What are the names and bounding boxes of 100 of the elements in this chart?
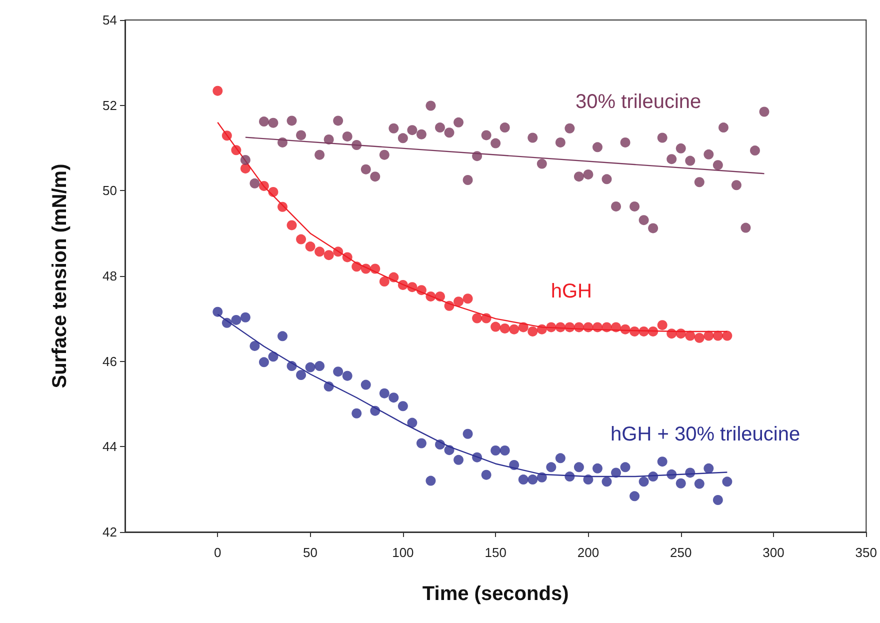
point: [268, 352, 278, 362]
point: [370, 264, 380, 274]
point: [666, 469, 677, 480]
point: [379, 388, 390, 398]
point: [648, 326, 658, 336]
point: [555, 137, 566, 148]
point: [676, 328, 686, 339]
point: [490, 322, 501, 332]
point: [426, 100, 436, 111]
series-label: 30% trileucine: [576, 90, 702, 113]
point: [268, 186, 278, 197]
point: [454, 117, 464, 128]
point: [240, 154, 250, 165]
point: [592, 142, 602, 152]
point: [528, 474, 538, 485]
point: [718, 122, 728, 133]
point: [630, 491, 640, 502]
point: [528, 326, 538, 336]
point: [731, 180, 742, 190]
point: [462, 175, 473, 185]
point: [490, 446, 501, 456]
point: [620, 137, 630, 148]
point: [583, 322, 594, 332]
point: [583, 169, 594, 180]
point: [314, 150, 325, 160]
point: [462, 428, 473, 439]
point: [444, 300, 454, 311]
point: [574, 172, 584, 182]
point: [305, 242, 316, 252]
point: [518, 474, 528, 485]
point: [546, 462, 556, 472]
point: [454, 454, 464, 465]
point: [574, 462, 584, 472]
point: [509, 324, 520, 334]
point: [676, 478, 686, 488]
point: [352, 262, 362, 272]
point: [536, 472, 547, 482]
point: [602, 476, 612, 487]
point: [490, 138, 501, 148]
x-tick-label: 100: [392, 545, 414, 560]
point: [602, 322, 612, 332]
point: [435, 122, 445, 133]
point: [342, 370, 352, 381]
point: [620, 462, 630, 472]
point: [630, 201, 640, 212]
y-tick-label: 54: [102, 12, 117, 28]
point: [528, 132, 538, 143]
point: [722, 330, 732, 341]
point: [360, 380, 371, 390]
point: [694, 177, 704, 188]
point: [536, 324, 547, 334]
point: [352, 140, 362, 150]
point: [278, 331, 288, 342]
point: [250, 178, 260, 188]
point: [676, 143, 686, 154]
point: [500, 446, 510, 456]
point: [712, 160, 723, 170]
point: [704, 330, 714, 341]
point: [638, 215, 649, 226]
point: [286, 116, 297, 126]
point: [268, 118, 278, 128]
point: [694, 478, 704, 489]
point: [630, 326, 640, 336]
point: [324, 134, 334, 144]
point: [407, 282, 418, 292]
point: [231, 145, 242, 156]
point: [296, 370, 306, 380]
point: [685, 468, 696, 478]
y-tick-label: 42: [102, 524, 117, 540]
y-axis-title: Surface tension (mN/m): [49, 164, 71, 388]
point: [712, 330, 723, 341]
point: [222, 130, 232, 141]
x-tick-label: 250: [670, 545, 692, 560]
point: [704, 463, 714, 474]
point: [398, 401, 408, 412]
point: [370, 406, 380, 416]
point: [278, 137, 288, 148]
point: [536, 158, 547, 169]
x-tick-label: 200: [577, 545, 600, 560]
point: [258, 116, 269, 127]
point: [407, 418, 418, 428]
point: [704, 149, 714, 160]
point: [564, 472, 575, 482]
x-tick-label: 150: [484, 545, 506, 560]
point: [212, 86, 223, 96]
point: [388, 123, 399, 134]
x-tick-label: 50: [303, 545, 318, 560]
point: [472, 452, 482, 462]
point: [370, 172, 380, 182]
point: [509, 460, 520, 470]
series-label: hGH + 30% trileucine: [610, 424, 800, 446]
point: [722, 476, 732, 487]
point: [685, 156, 696, 166]
point: [416, 285, 426, 296]
point: [657, 320, 668, 330]
y-tick-label: 48: [102, 268, 117, 284]
point: [666, 328, 677, 339]
point: [360, 264, 371, 274]
point: [750, 146, 760, 156]
point: [638, 326, 649, 336]
